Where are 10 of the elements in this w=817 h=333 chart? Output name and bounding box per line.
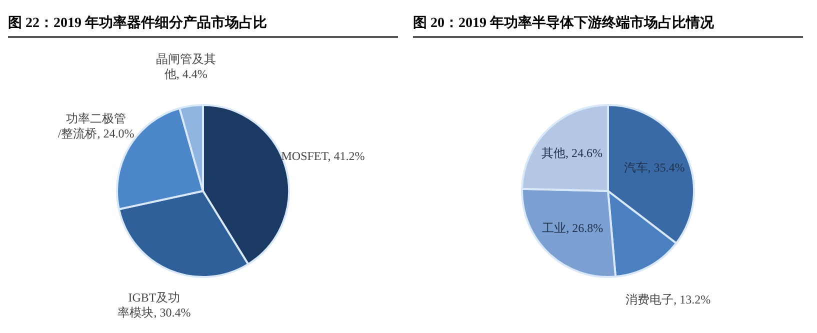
- slice-label: 其他, 24.6%: [541, 146, 602, 160]
- slice-label: MOSFET, 41.2%: [281, 149, 365, 164]
- slice-label: 功率二极管/整流桥, 24.0%: [58, 112, 134, 141]
- chart-title: 图 22：2019 年功率器件细分产品市场占比: [8, 14, 398, 38]
- slice-label: 消费电子, 13.2%: [626, 292, 711, 306]
- chart-title: 图 20：2019 年功率半导体下游终端市场占比情况: [413, 14, 803, 38]
- slice-label: 汽车, 35.4%: [624, 160, 685, 174]
- slice-label: IGBT及功率模块, 30.4%: [118, 290, 191, 320]
- slice-label: 工业, 26.8%: [542, 220, 604, 235]
- slice-label: 晶闸管及其他, 4.4%: [156, 52, 216, 82]
